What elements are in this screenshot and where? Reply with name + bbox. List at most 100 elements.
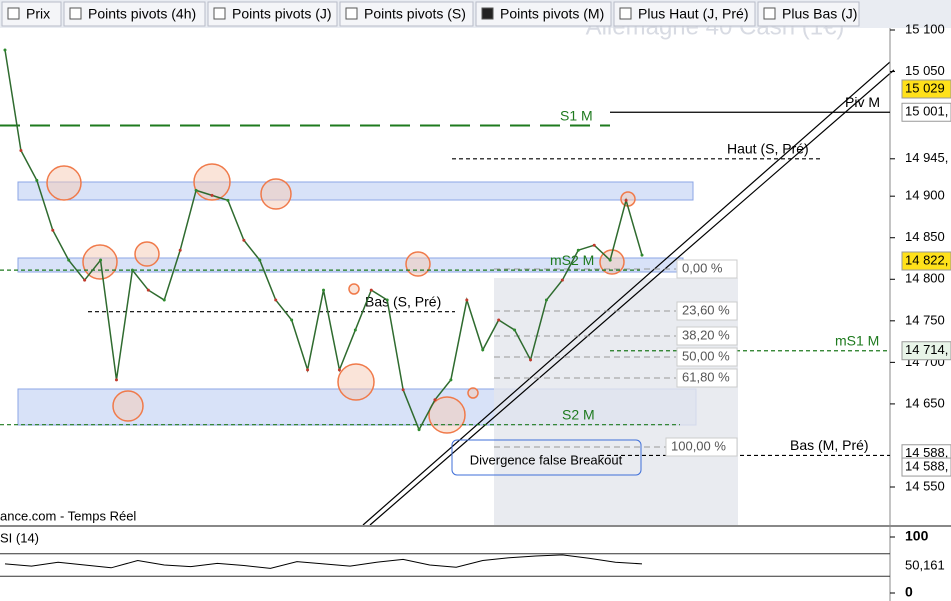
price-point <box>178 248 182 252</box>
fib-box <box>676 259 738 279</box>
tab-label: Prix <box>26 6 50 22</box>
annotation-box <box>451 439 642 476</box>
price-point <box>433 398 437 402</box>
price-point <box>449 378 453 382</box>
price-point <box>576 248 580 252</box>
price-point <box>306 368 310 372</box>
y-tick-label: 14 900 <box>905 188 945 203</box>
price-point <box>385 298 389 302</box>
fib-box <box>676 326 738 346</box>
level-label: S1 M <box>560 107 593 123</box>
price-point <box>19 148 23 152</box>
tab-icon <box>619 7 632 20</box>
price-point <box>130 268 134 272</box>
price-label: 15 001, <box>905 104 948 119</box>
price-point <box>640 253 644 257</box>
price-point <box>3 48 7 52</box>
zone <box>17 181 694 201</box>
price-label: 14 588, <box>905 445 948 460</box>
rsi-line <box>4 554 643 569</box>
price-point <box>35 178 39 182</box>
price-point <box>83 278 87 282</box>
price-point <box>258 258 262 262</box>
tab <box>613 1 756 27</box>
rsi-title: SI (14) <box>0 530 39 545</box>
fib-box <box>676 368 738 388</box>
y-tick-label: 14 750 <box>905 312 945 327</box>
fib-label: 61,80 % <box>682 369 730 384</box>
tab-label: Plus Haut (J, Pré) <box>638 6 748 22</box>
price-point <box>274 298 278 302</box>
tab-label: Points pivots (J) <box>232 6 332 22</box>
price-label: 14 588, <box>905 458 948 473</box>
price-point <box>369 288 373 292</box>
tab-label: Points pivots (4h) <box>88 6 196 22</box>
price-point <box>353 328 357 332</box>
fib-box <box>665 437 738 457</box>
price-point <box>210 193 214 197</box>
trendline <box>362 61 891 526</box>
tab <box>207 1 338 27</box>
tab-label: Points pivots (S) <box>364 6 466 22</box>
price-label-box <box>901 341 951 361</box>
price-label-box <box>901 79 951 99</box>
level-label: Piv M <box>845 94 880 110</box>
tab <box>475 1 612 27</box>
tab-icon <box>7 7 20 20</box>
level-label: S2 M <box>562 406 595 422</box>
tab-icon <box>345 7 358 20</box>
fib-label: 38,20 % <box>682 327 730 342</box>
rsi-tick-label: 0 <box>905 584 913 600</box>
tab-icon <box>763 7 776 20</box>
price-point <box>560 278 564 282</box>
level-label: Haut (S, Pré) <box>727 140 809 156</box>
source: ance.com - Temps Réel <box>0 508 136 523</box>
price-label: 14 714, <box>905 342 948 357</box>
price-point <box>544 298 548 302</box>
separator <box>0 525 951 527</box>
price-label-box <box>901 102 951 122</box>
tab-icon <box>481 7 494 20</box>
price-point <box>481 348 485 352</box>
price-point <box>226 198 230 202</box>
tab-label: Plus Bas (J) <box>782 6 857 22</box>
tab-icon <box>69 7 82 20</box>
y-tick-label: 14 945, <box>905 150 948 165</box>
price-point <box>146 288 150 292</box>
fib-box <box>676 301 738 321</box>
price-point <box>162 298 166 302</box>
level-label: Bas (S, Pré) <box>365 293 441 309</box>
price-point <box>290 318 294 322</box>
price-label-box <box>901 457 951 477</box>
y-tick-label: 14 800 <box>905 271 945 286</box>
price-label-box <box>901 251 951 271</box>
tab <box>63 1 206 27</box>
price-point <box>401 388 405 392</box>
annotation: Divergence false Breakout <box>470 452 623 467</box>
fib-box <box>676 347 738 367</box>
fib-label: 100,00 % <box>671 438 726 453</box>
plot <box>0 28 890 525</box>
level-label: Bas (M, Pré) <box>790 437 869 453</box>
y-tick-label: 14 850 <box>905 229 945 244</box>
level-label: mS1 M <box>835 332 879 348</box>
price-label: 15 029 <box>905 80 945 95</box>
price-point <box>67 258 71 262</box>
trendline <box>369 69 895 526</box>
rsi-tick-label: 100 <box>905 528 929 544</box>
price-point <box>337 368 341 372</box>
price-point <box>592 243 596 247</box>
y-tick-label: 14 650 <box>905 395 945 410</box>
y-tick-label: 15 100 <box>905 21 945 36</box>
price-point <box>194 188 198 192</box>
fib-label: 50,00 % <box>682 348 730 363</box>
price-point <box>242 238 246 242</box>
price-point <box>114 378 118 382</box>
fib-label: 23,60 % <box>682 302 730 317</box>
rsi-last: 50,161 <box>905 557 945 572</box>
fib-label: 0,00 % <box>682 260 723 275</box>
circles <box>46 163 636 434</box>
price-point <box>51 228 55 232</box>
tab-icon <box>213 7 226 20</box>
